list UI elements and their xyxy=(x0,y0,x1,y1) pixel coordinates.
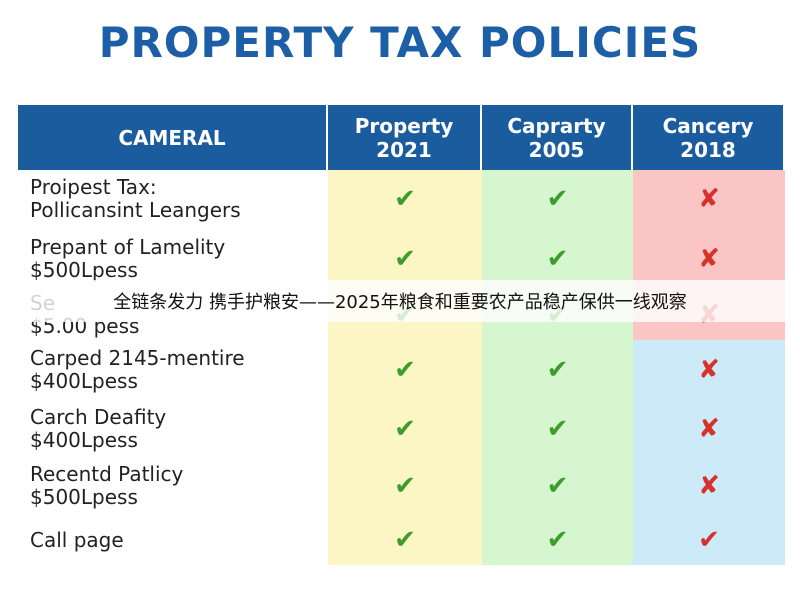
status-mark: ✘ xyxy=(633,340,785,400)
text-line: Caprarty xyxy=(507,113,606,138)
caption: 全链条发力 携手护粮安——2025年粮食和重要农产品稳产保供一线观察 xyxy=(0,280,800,322)
text-line: Cancery xyxy=(662,113,754,138)
text-line: Recentd Patlicy xyxy=(30,462,184,486)
text-line: Carch Deafity xyxy=(30,404,167,429)
text-line: $500Lpess xyxy=(30,258,138,282)
text-line: 2021 xyxy=(376,137,432,162)
text-line: $500Lpess xyxy=(30,485,138,509)
header-cell: Cancery 2018 xyxy=(633,105,785,170)
text-line: Carped 2145-mentire xyxy=(30,346,245,370)
status-mark: ✔ xyxy=(482,515,633,565)
row-label: Recentd Patlicy $500Lpess xyxy=(18,457,328,515)
title: PROPERTY TAX POLICIES xyxy=(98,18,702,67)
row-label: Prepant of Lamelity $500Lpess xyxy=(18,228,328,290)
status-mark: ✔ xyxy=(482,340,633,400)
status-mark: ✔ xyxy=(328,457,482,515)
status-mark: ✔ xyxy=(633,515,785,565)
status-mark: ✔ xyxy=(482,170,633,228)
status-mark: ✔ xyxy=(482,228,633,290)
text-line: $400Lpess xyxy=(30,369,138,393)
status-mark: ✔ xyxy=(328,170,482,228)
header-cell: Property 2021 xyxy=(328,105,482,170)
text-line: Prepant of Lamelity xyxy=(30,235,226,259)
text-line: Call page xyxy=(30,527,124,552)
status-mark: ✘ xyxy=(633,457,785,515)
header-cell: CAMERAL xyxy=(18,105,328,170)
status-mark: ✔ xyxy=(328,228,482,290)
policy-table: CAMERAL Property 2021 Caprarty 2005 Cancery 20… xyxy=(18,105,785,565)
text-line: CAMERAL xyxy=(118,125,226,150)
row-label: Proipest Tax: Pollicansint Leangers xyxy=(18,170,328,228)
header-cell: Caprarty 2005 xyxy=(482,105,633,170)
text-line: 2018 xyxy=(680,137,736,162)
status-mark: ✔ xyxy=(328,400,482,457)
row-label: Call page xyxy=(18,515,328,565)
text-line: $400Lpess xyxy=(30,427,138,452)
status-mark: ✔ xyxy=(328,515,482,565)
status-mark: ✘ xyxy=(633,228,785,290)
text-line: Pollicansint Leangers xyxy=(30,198,241,222)
status-mark: ✘ xyxy=(633,170,785,228)
status-mark: ✔ xyxy=(482,400,633,457)
status-mark: ✘ xyxy=(633,400,785,457)
row-label: Carped 2145-mentire $400Lpess xyxy=(18,340,328,400)
status-mark: ✔ xyxy=(482,457,633,515)
status-mark: ✔ xyxy=(328,340,482,400)
text-line: Proipest Tax: xyxy=(30,175,157,199)
row-label: Carch Deafity $400Lpess xyxy=(18,400,328,457)
text-line: 2005 xyxy=(528,137,585,162)
text-line: Property xyxy=(354,113,454,138)
